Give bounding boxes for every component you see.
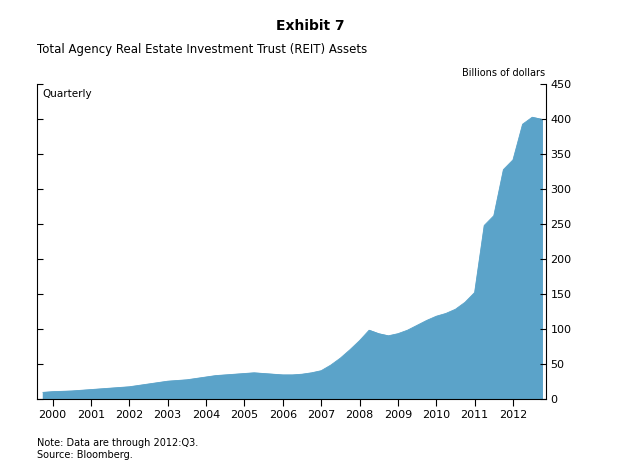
Text: Exhibit 7: Exhibit 7 xyxy=(276,19,344,33)
Text: Billions of dollars: Billions of dollars xyxy=(463,68,546,78)
Text: Total Agency Real Estate Investment Trust (REIT) Assets: Total Agency Real Estate Investment Trus… xyxy=(37,43,368,56)
Text: Quarterly: Quarterly xyxy=(42,89,92,99)
Text: Note: Data are through 2012:Q3.
Source: Bloomberg.: Note: Data are through 2012:Q3. Source: … xyxy=(37,438,198,460)
